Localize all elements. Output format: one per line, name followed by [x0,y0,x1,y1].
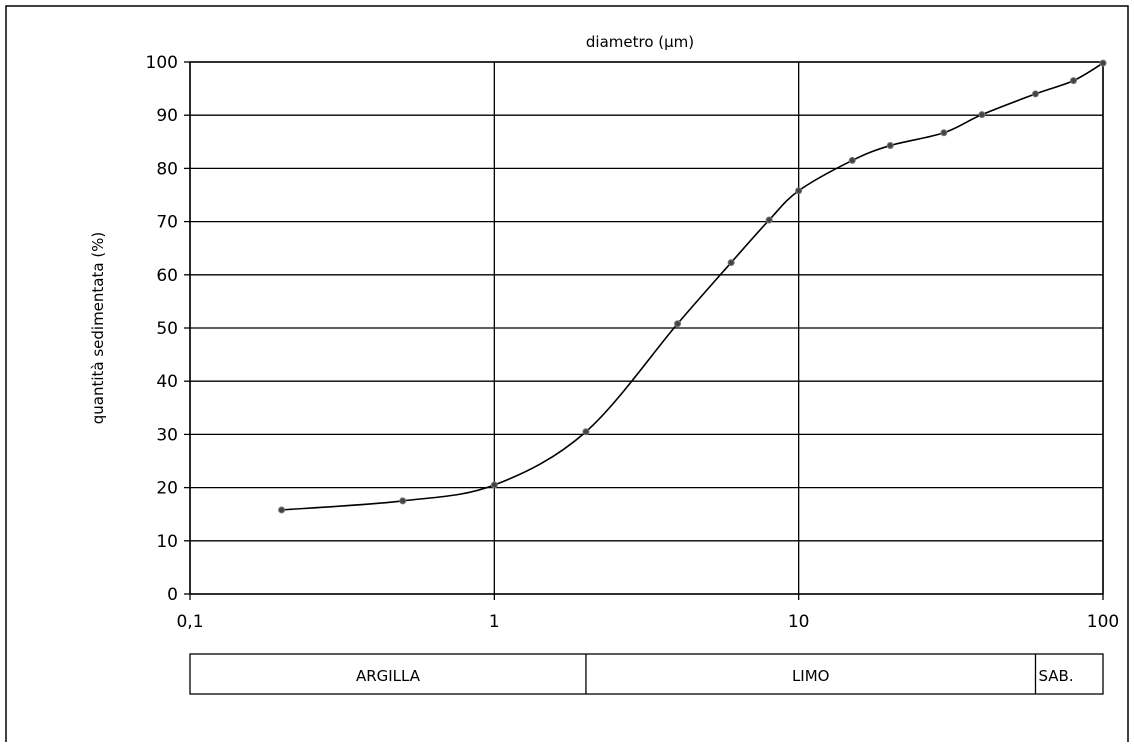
y-tick-label: 100 [146,53,178,73]
y-tick-label: 30 [156,425,178,445]
y-tick-label: 70 [156,213,178,233]
plot-area [189,61,1104,595]
data-point [1070,77,1078,85]
data-point [1099,59,1107,67]
grid-layer [189,61,1104,595]
y-tick-label: 10 [156,532,178,552]
series-line [281,62,1104,511]
tick-label-layer: 0 10 20 30 40 50 60 70 80 90 100 0,1 1 10 100 [146,53,1120,632]
band-frame [189,653,1104,695]
y-tick-label: 60 [156,266,178,286]
chart-frame [5,5,1129,747]
data-point [582,428,590,436]
y-tick-label: 20 [156,479,178,499]
classification-band: ARGILLA LIMO SAB. [189,653,1104,695]
y-tick-label: 40 [156,372,178,392]
y-axis-title: quantità sedimentata (%) [89,232,107,425]
x-tick-label: 10 [788,612,810,632]
data-point [940,129,948,137]
band-label: SAB. [1038,667,1073,685]
axis-layer [184,61,1104,600]
x-tick-label: 0,1 [176,612,203,632]
y-tick-label: 0 [167,585,178,605]
data-point [848,156,856,164]
data-point [674,320,682,328]
x-tick-label: 100 [1087,612,1119,632]
data-point [978,111,986,119]
y-tick-label: 80 [156,159,178,179]
y-tick-label: 90 [156,106,178,126]
data-point [490,481,498,489]
data-point [278,506,286,514]
y-tick-label: 50 [156,319,178,339]
data-point [727,259,735,267]
x-axis-title: diametro (µm) [586,33,694,51]
data-point [886,142,894,150]
data-point [1031,90,1039,98]
series-layer [278,59,1107,514]
data-point [795,187,803,195]
band-label: LIMO [792,667,830,685]
x-tick-label: 1 [489,612,500,632]
band-label: ARGILLA [356,667,421,685]
data-point [399,497,407,505]
data-point [765,216,773,224]
